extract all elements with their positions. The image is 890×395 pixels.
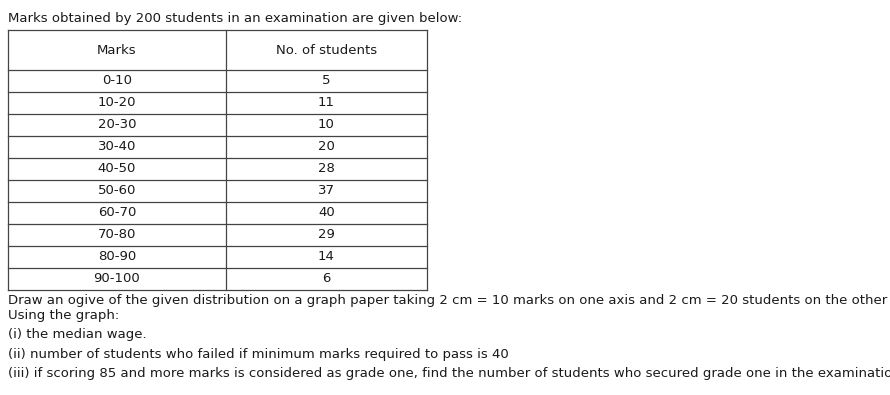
Text: 10: 10 — [318, 118, 335, 132]
Text: Using the graph:: Using the graph: — [8, 308, 119, 322]
Text: 70-80: 70-80 — [98, 228, 136, 241]
Text: 28: 28 — [318, 162, 335, 175]
Text: 11: 11 — [318, 96, 335, 109]
Text: 14: 14 — [318, 250, 335, 263]
Text: 5: 5 — [322, 75, 331, 88]
Text: 29: 29 — [318, 228, 335, 241]
Text: 10-20: 10-20 — [98, 96, 136, 109]
Text: 50-60: 50-60 — [98, 184, 136, 198]
Text: 40: 40 — [318, 207, 335, 220]
Text: Marks: Marks — [97, 43, 137, 56]
Text: 37: 37 — [318, 184, 335, 198]
Text: No. of students: No. of students — [276, 43, 377, 56]
Text: 80-90: 80-90 — [98, 250, 136, 263]
Text: 40-50: 40-50 — [98, 162, 136, 175]
Text: Marks obtained by 200 students in an examination are given below:: Marks obtained by 200 students in an exa… — [8, 12, 462, 25]
Text: 20-30: 20-30 — [98, 118, 136, 132]
Text: (ii) number of students who failed if minimum marks required to pass is 40: (ii) number of students who failed if mi… — [8, 348, 509, 361]
Text: 6: 6 — [322, 273, 330, 286]
Text: 0-10: 0-10 — [102, 75, 132, 88]
Text: 90-100: 90-100 — [93, 273, 141, 286]
Text: 60-70: 60-70 — [98, 207, 136, 220]
Text: 30-40: 30-40 — [98, 141, 136, 154]
Text: (i) the median wage.: (i) the median wage. — [8, 328, 147, 341]
Text: 20: 20 — [318, 141, 335, 154]
Text: (iii) if scoring 85 and more marks is considered as grade one, find the number o: (iii) if scoring 85 and more marks is co… — [8, 367, 890, 380]
Text: Draw an ogive of the given distribution on a graph paper taking 2 cm = 10 marks : Draw an ogive of the given distribution … — [8, 294, 890, 307]
